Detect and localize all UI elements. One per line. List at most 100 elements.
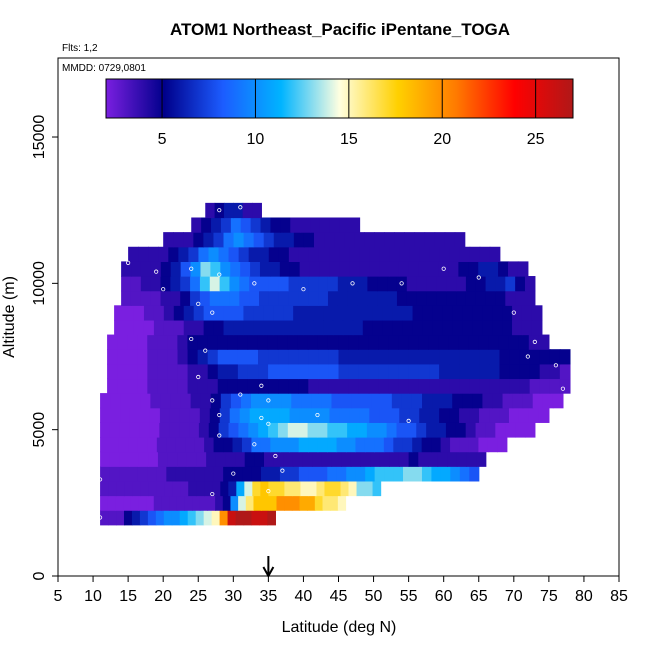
heatmap-cell — [402, 436, 413, 453]
heatmap-cell — [287, 334, 299, 350]
heatmap-cell — [289, 436, 300, 453]
heatmap-cell — [298, 436, 309, 453]
heatmap-cell — [531, 305, 543, 321]
heatmap-cell — [110, 407, 121, 423]
heatmap-cell — [485, 290, 497, 306]
heatmap-cell — [192, 495, 201, 511]
heatmap-cell — [398, 451, 410, 467]
heatmap-cell — [338, 349, 350, 365]
heatmap-cell — [127, 363, 138, 380]
heatmap-cell — [175, 436, 186, 453]
heatmap-cell — [128, 246, 139, 262]
heatmap-cell — [374, 436, 385, 453]
heatmap-cell — [418, 451, 429, 467]
heatmap-cell — [171, 510, 181, 526]
heatmap-cell — [318, 290, 329, 306]
heatmap-cell — [180, 261, 192, 277]
heatmap-cell — [260, 436, 271, 453]
heatmap-cell — [438, 334, 450, 350]
heatmap-cell — [167, 349, 179, 365]
heatmap-cell — [109, 436, 120, 453]
heatmap-cell — [321, 393, 333, 409]
heatmap-cell — [298, 276, 309, 292]
heatmap-cell — [223, 202, 234, 219]
heatmap-cell — [529, 363, 541, 380]
heatmap-cell — [250, 217, 262, 233]
heatmap-cell — [442, 305, 453, 321]
heatmap-cell — [100, 495, 109, 511]
heatmap-cell — [331, 393, 343, 409]
flight-track-point — [203, 348, 208, 353]
x-tick-label: 65 — [470, 588, 488, 605]
heatmap-cell — [227, 510, 237, 526]
heatmap-cell — [398, 363, 410, 380]
heatmap-cell — [207, 363, 219, 380]
heatmap-cell — [559, 363, 571, 380]
heatmap-cell — [114, 305, 125, 321]
heatmap-cell — [110, 393, 121, 409]
heatmap-cell — [228, 422, 240, 438]
heatmap-cell — [288, 290, 300, 306]
heatmap-cell — [519, 378, 531, 394]
heatmap-cell — [489, 378, 501, 394]
heatmap-cell — [456, 276, 467, 292]
heatmap-cell — [100, 466, 111, 482]
heatmap-cell — [391, 393, 403, 409]
heatmap-cell — [351, 393, 363, 409]
heatmap-cell — [203, 232, 215, 248]
heatmap-cell — [270, 436, 281, 453]
heatmap-cell — [218, 422, 230, 438]
heatmap-cell — [509, 363, 521, 380]
heatmap-cell — [253, 319, 264, 336]
heatmap-cell — [479, 246, 491, 262]
heatmap-cell — [198, 246, 210, 262]
heatmap-cell — [416, 422, 427, 438]
heatmap-cell — [347, 422, 358, 438]
heatmap-cell — [452, 393, 463, 409]
heatmap-cell — [130, 393, 141, 409]
heatmap-cell — [355, 436, 366, 453]
heatmap-cell — [278, 246, 290, 262]
flights-label: Flts: 1,2 — [62, 43, 98, 54]
heatmap-cell — [179, 422, 190, 438]
heatmap-cell — [204, 480, 213, 497]
heatmap-cell — [169, 495, 178, 511]
x-tick-label: 10 — [84, 588, 102, 605]
heatmap-cell — [524, 276, 536, 292]
heatmap-cell — [522, 393, 534, 409]
heatmap-cell — [339, 407, 351, 423]
heatmap-cell — [288, 378, 299, 394]
heatmap-cell — [538, 334, 550, 350]
heatmap-cell — [259, 290, 270, 306]
flight-track-point — [273, 453, 278, 459]
heatmap-cell — [559, 378, 571, 394]
heatmap-cell — [267, 334, 279, 350]
y-axis-label: Altitude (m) — [1, 276, 18, 358]
heatmap-cell — [426, 422, 437, 438]
heatmap-cell — [233, 319, 245, 336]
heatmap-cell — [348, 349, 360, 365]
heatmap-cell — [370, 451, 381, 467]
heatmap-cell — [241, 436, 253, 453]
heatmap-cell — [462, 305, 473, 321]
heatmap-cell — [465, 422, 477, 438]
flight-track-point — [399, 281, 404, 286]
heatmap-cell — [247, 378, 259, 394]
heatmap-cell — [177, 378, 189, 394]
heatmap-cell — [308, 480, 318, 497]
heatmap-cell — [475, 290, 487, 306]
heatmap-cell — [114, 319, 125, 336]
heatmap-cell — [166, 466, 177, 482]
heatmap-cell — [444, 232, 456, 248]
heatmap-cell — [398, 378, 410, 394]
heatmap-cell — [332, 319, 344, 336]
heatmap-cell — [454, 232, 466, 248]
heatmap-cell — [137, 363, 148, 380]
x-tick-label: 15 — [119, 588, 137, 605]
heatmap-cell — [100, 480, 109, 497]
heatmap-cell — [248, 422, 259, 438]
heatmap-cell — [279, 466, 291, 482]
heatmap-cell — [139, 422, 151, 438]
heatmap-cell — [227, 378, 239, 394]
heatmap-cell — [358, 349, 370, 365]
